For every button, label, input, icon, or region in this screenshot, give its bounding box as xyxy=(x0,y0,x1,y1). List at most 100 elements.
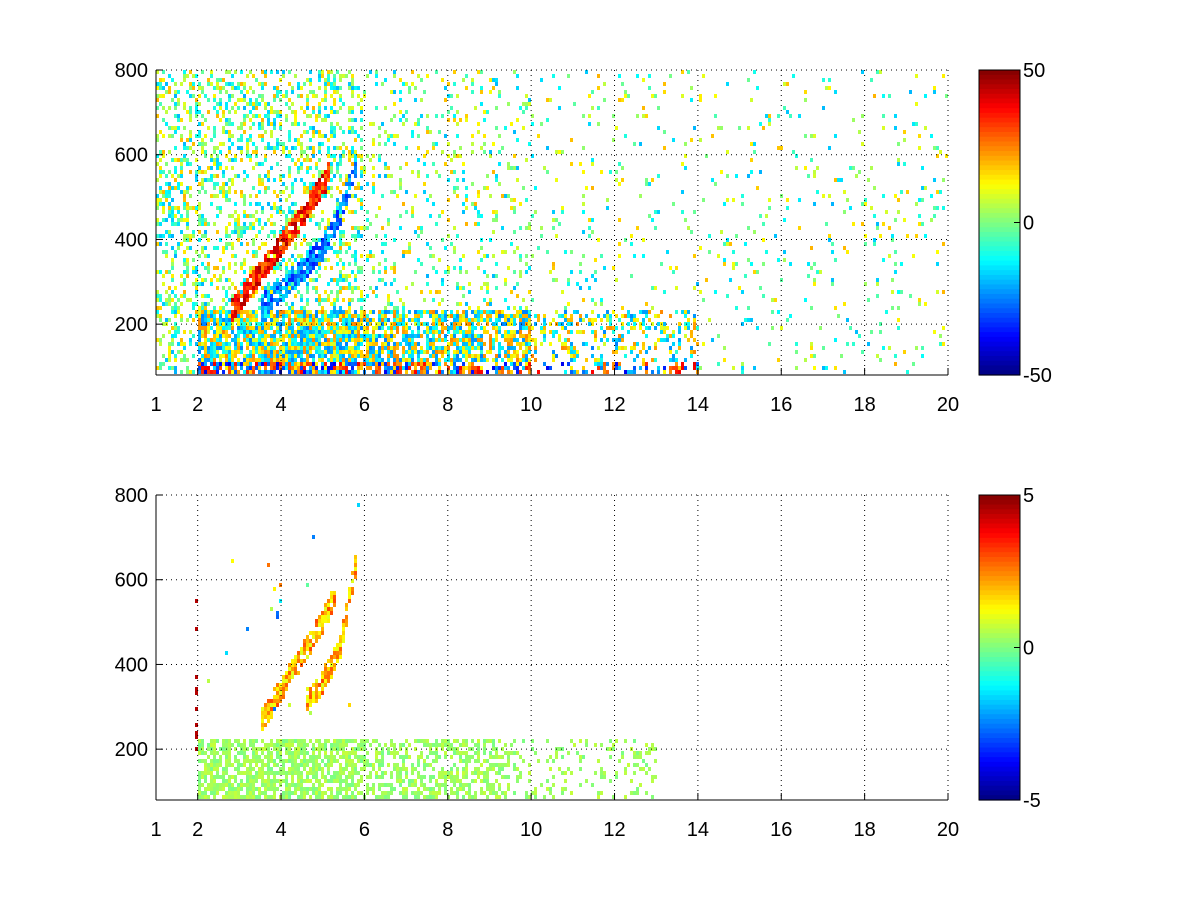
heatmap-cell xyxy=(846,342,849,346)
heatmap-cell xyxy=(348,246,351,250)
heatmap-cell xyxy=(204,795,207,799)
heatmap-cell xyxy=(318,246,321,250)
heatmap-cell xyxy=(354,130,357,134)
heatmap-cell xyxy=(186,186,189,190)
heatmap-cell xyxy=(693,366,696,370)
heatmap-cell xyxy=(216,194,219,198)
heatmap-cell xyxy=(702,298,705,302)
heatmap-cell xyxy=(315,362,318,366)
heatmap-cell xyxy=(255,106,258,110)
heatmap-cell xyxy=(639,142,642,146)
heatmap-cell xyxy=(207,254,210,258)
heatmap-cell xyxy=(222,130,225,134)
heatmap-cell xyxy=(243,370,246,374)
heatmap-cell xyxy=(390,266,393,270)
heatmap-cell xyxy=(354,278,357,282)
heatmap-cell xyxy=(273,234,276,238)
heatmap-cell xyxy=(318,190,321,194)
heatmap-cell xyxy=(180,218,183,222)
heatmap-cell xyxy=(606,362,609,366)
heatmap-cell xyxy=(630,318,633,322)
heatmap-cell xyxy=(327,242,330,246)
heatmap-cell xyxy=(231,82,234,86)
heatmap-cell xyxy=(300,258,303,262)
heatmap-cell xyxy=(621,166,624,170)
heatmap-cell xyxy=(264,342,267,346)
heatmap-cell xyxy=(531,214,534,218)
heatmap-cell xyxy=(270,214,273,218)
heatmap-cell xyxy=(672,138,675,142)
heatmap-cell xyxy=(264,130,267,134)
heatmap-cell xyxy=(303,278,306,282)
heatmap-cell xyxy=(393,346,396,350)
heatmap-cell xyxy=(348,158,351,162)
heatmap-cell xyxy=(327,166,330,170)
heatmap-cell xyxy=(507,318,510,322)
heatmap-cell xyxy=(426,338,429,342)
heatmap-cell xyxy=(420,362,423,366)
heatmap-cell xyxy=(240,190,243,194)
heatmap-cell xyxy=(276,282,279,286)
heatmap-cell xyxy=(444,310,447,314)
heatmap-cell xyxy=(930,194,933,198)
heatmap-cell xyxy=(336,90,339,94)
heatmap-cell xyxy=(171,278,174,282)
heatmap-cell xyxy=(936,250,939,254)
heatmap-cell xyxy=(744,242,747,246)
heatmap-cell xyxy=(381,342,384,346)
heatmap-cell xyxy=(246,354,249,358)
heatmap-cell xyxy=(267,310,270,314)
heatmap-cell xyxy=(390,174,393,178)
heatmap-cell xyxy=(258,767,261,771)
heatmap-cell xyxy=(381,362,384,366)
heatmap-cell xyxy=(255,755,258,759)
heatmap-cell xyxy=(171,262,174,266)
heatmap-cell xyxy=(342,210,345,214)
heatmap-cell xyxy=(339,238,342,242)
heatmap-cell xyxy=(804,358,807,362)
heatmap-cell xyxy=(189,70,192,74)
heatmap-cell xyxy=(228,783,231,787)
heatmap-cell xyxy=(276,611,279,615)
heatmap-cell xyxy=(321,250,324,254)
heatmap-cell xyxy=(933,214,936,218)
heatmap-cell xyxy=(198,94,201,98)
heatmap-cell xyxy=(525,102,528,106)
heatmap-cell xyxy=(654,210,657,214)
heatmap-cell xyxy=(288,330,291,334)
heatmap-cell xyxy=(201,370,204,374)
heatmap-cell xyxy=(357,182,360,186)
heatmap-cell xyxy=(390,190,393,194)
heatmap-cell xyxy=(330,370,333,374)
heatmap-cell xyxy=(243,262,246,266)
heatmap-cell xyxy=(279,695,282,699)
heatmap-cell xyxy=(186,258,189,262)
heatmap-cell xyxy=(618,362,621,366)
heatmap-cell xyxy=(183,126,186,130)
heatmap-cell xyxy=(186,366,189,370)
heatmap-cell xyxy=(312,94,315,98)
heatmap-cell xyxy=(171,186,174,190)
heatmap-cell xyxy=(282,258,285,262)
heatmap-cell xyxy=(315,346,318,350)
heatmap-cell xyxy=(510,362,513,366)
heatmap-cell xyxy=(351,146,354,150)
heatmap-cell xyxy=(447,178,450,182)
heatmap-cell xyxy=(162,86,165,90)
heatmap-cell xyxy=(591,274,594,278)
heatmap-cell xyxy=(234,254,237,258)
heatmap-cell xyxy=(621,306,624,310)
heatmap-cell xyxy=(387,218,390,222)
heatmap-cell xyxy=(522,186,525,190)
heatmap-cell xyxy=(561,362,564,366)
heatmap-cell xyxy=(174,170,177,174)
heatmap-cell xyxy=(261,302,264,306)
heatmap-cell xyxy=(243,222,246,226)
heatmap-cell xyxy=(369,254,372,258)
heatmap-cell xyxy=(318,262,321,266)
heatmap-cell xyxy=(366,294,369,298)
heatmap-cell xyxy=(240,194,243,198)
heatmap-cell xyxy=(252,791,255,795)
heatmap-cell xyxy=(600,302,603,306)
heatmap-cell xyxy=(249,134,252,138)
